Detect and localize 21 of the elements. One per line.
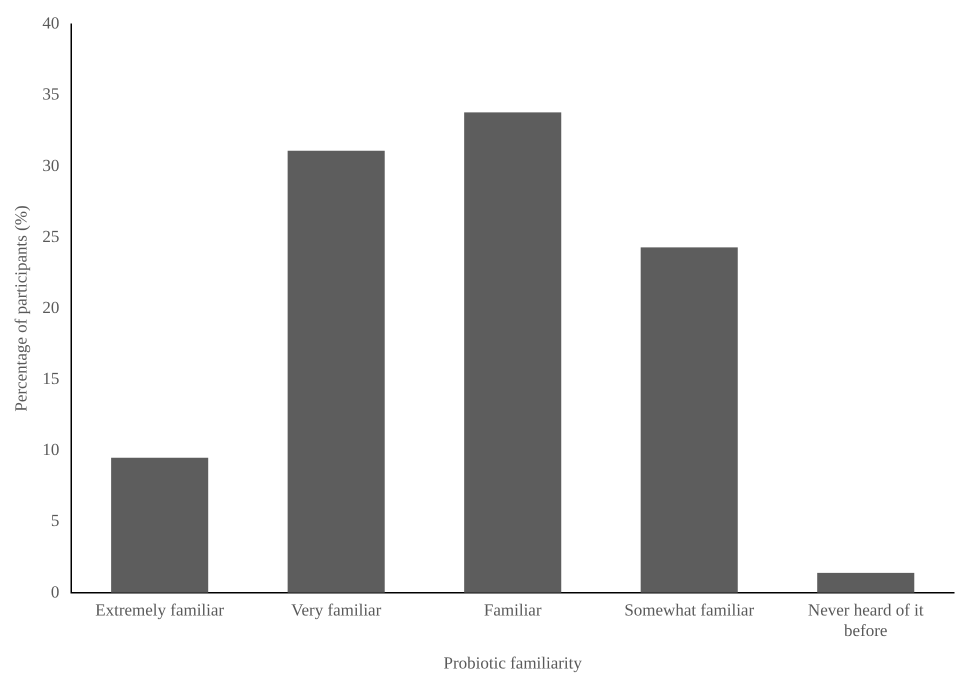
y-tick-label: 20	[42, 298, 60, 317]
x-tick-label: Somewhat familiar	[624, 600, 754, 620]
x-axis-title: Probiotic familiarity	[444, 653, 582, 672]
x-tick-label: Extremely familiar	[95, 600, 224, 620]
y-tick-label: 40	[42, 14, 60, 33]
y-tick-label: 30	[42, 156, 60, 175]
x-tick-label: Familiar	[484, 600, 542, 620]
x-tick-label: Never heard of it before	[808, 600, 924, 640]
bar	[111, 458, 208, 593]
bar	[817, 572, 914, 593]
bar	[464, 112, 562, 593]
x-tick-label: Very familiar	[291, 600, 382, 620]
bar	[640, 247, 738, 593]
y-tick-label: 10	[42, 440, 60, 460]
y-tick-label: 0	[50, 582, 60, 602]
y-tick-label: 25	[42, 226, 60, 246]
y-tick-label: 5	[50, 511, 60, 530]
y-tick-label: 35	[42, 84, 60, 104]
y-tick-label: 15	[42, 369, 60, 388]
bar	[288, 150, 385, 593]
y-axis-title: Percentage of participants (%)	[12, 205, 31, 412]
